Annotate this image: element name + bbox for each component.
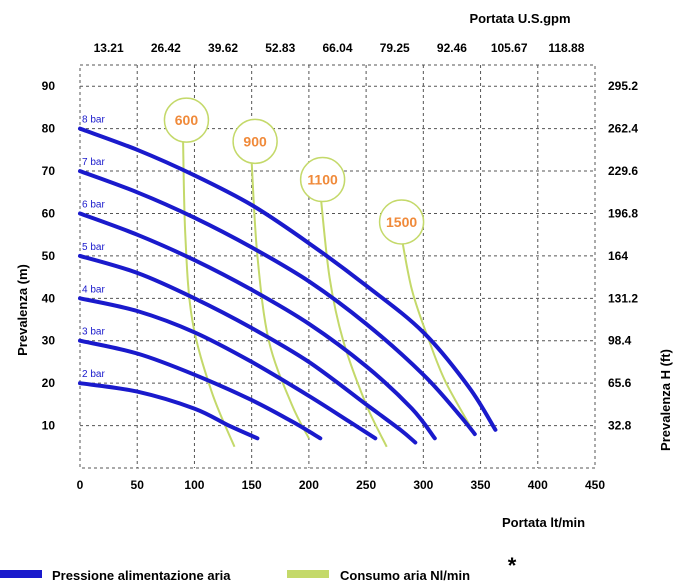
legend-label-pressure: Pressione alimentazione aria — [52, 568, 231, 583]
y2-tick-label: 32.8 — [608, 419, 632, 433]
y-tick-label: 60 — [42, 206, 56, 220]
x2-tick-label: 39.62 — [208, 41, 238, 55]
pressure-curve-7-bar — [78, 169, 477, 437]
y-tick-label: 10 — [42, 419, 56, 433]
x2-tick-label: 79.25 — [380, 41, 410, 55]
y-tick-label: 90 — [42, 79, 56, 93]
pressure-label-layer: 8 bar 7 bar 6 bar 5 bar 4 bar 3 bar 2 bar — [82, 115, 105, 381]
pressure-label-5-bar: 5 bar — [82, 242, 105, 253]
y2-tick-label: 98.4 — [608, 334, 632, 348]
x-tick-label: 150 — [242, 478, 262, 492]
x-tick-label: 450 — [585, 478, 605, 492]
x2-tick-label: 66.04 — [322, 41, 352, 55]
grid-lines — [79, 64, 596, 469]
y2-axis-title: Prevalenza H (ft) — [658, 349, 673, 451]
pressure-curve-6-bar — [78, 211, 437, 441]
bubble-layer: 600 900 1100 1500 — [163, 97, 425, 245]
air-bubble-900 — [232, 118, 278, 165]
pressure-label-7-bar: 7 bar — [82, 157, 105, 168]
pressure-label-2-bar: 2 bar — [82, 369, 105, 380]
air-curve-1100 — [319, 192, 388, 448]
air-bubble-label-1100: 1100 — [307, 172, 338, 188]
x-tick-label: 400 — [528, 478, 548, 492]
air-bubble-600 — [163, 97, 210, 143]
legend-swatch-pressure — [0, 570, 42, 578]
pressure-label-3-bar: 3 bar — [82, 327, 105, 338]
y2-tick-label: 295.2 — [608, 79, 638, 93]
y-tick-label: 40 — [42, 291, 56, 305]
y-tick-label: 50 — [42, 249, 56, 263]
x2-tick-label: 52.83 — [265, 41, 295, 55]
x2-tick-label: 105.67 — [491, 41, 528, 55]
y-tick-label: 70 — [42, 164, 56, 178]
y2-tick-label: 229.6 — [608, 164, 638, 178]
air-curve-900 — [250, 162, 310, 439]
pressure-curve-2-bar — [78, 381, 260, 441]
x2-tick-label: 92.46 — [437, 41, 467, 55]
y2-tick-label: 131.2 — [608, 291, 638, 305]
pressure-label-8-bar: 8 bar — [82, 115, 105, 126]
air-bubble-1100 — [299, 156, 346, 203]
y2-tick-label: 164 — [608, 249, 628, 263]
air-curve-1500 — [399, 230, 476, 435]
x2-tick-label: 26.42 — [151, 41, 181, 55]
x-tick-label: 100 — [184, 478, 204, 492]
plot-frame — [79, 64, 596, 469]
x-tick-label: 50 — [131, 478, 145, 492]
legend: Pressione alimentazione aria Consumo ari… — [0, 553, 517, 583]
pressure-curve-5-bar — [78, 253, 418, 445]
legend-label-air: Consumo aria Nl/min — [340, 568, 470, 583]
y2-tick-label: 196.8 — [608, 206, 638, 220]
air-curve-600 — [182, 137, 236, 448]
curve-layer — [78, 126, 498, 448]
y2-tick-label: 262.4 — [608, 122, 638, 136]
y-tick-label: 80 — [42, 122, 56, 136]
air-bubble-label-1500: 1500 — [386, 214, 417, 230]
pressure-label-4-bar: 4 bar — [82, 284, 105, 295]
tick-label-layer: 0 50 100 150 200 250 300 350 400 450 10 20 30 40 50 60 7… — [42, 41, 639, 492]
air-bubble-label-600: 600 — [175, 112, 199, 128]
x2-axis-title: Portata U.S.gpm — [469, 11, 570, 26]
air-bubble-label-900: 900 — [243, 133, 267, 149]
pressure-label-6-bar: 6 bar — [82, 199, 105, 210]
x2-tick-label: 118.88 — [548, 41, 584, 55]
x2-tick-label: 13.21 — [94, 41, 124, 55]
x-tick-label: 250 — [356, 478, 376, 492]
x-tick-label: 300 — [413, 478, 433, 492]
y-tick-label: 20 — [42, 376, 56, 390]
x-axis-title: Portata lt/min — [502, 515, 585, 530]
legend-swatch-air — [287, 570, 329, 578]
x-tick-label: 0 — [77, 478, 84, 492]
pressure-curve-3-bar — [78, 338, 323, 441]
legend-asterisk: * — [508, 553, 517, 578]
y-axis-title: Prevalenza (m) — [15, 264, 30, 356]
pressure-curve-8-bar — [78, 126, 498, 432]
air-bubble-1500 — [378, 199, 425, 245]
y-tick-label: 30 — [42, 334, 56, 348]
x-tick-label: 200 — [299, 478, 319, 492]
y2-tick-label: 65.6 — [608, 376, 632, 390]
pressure-curve-4-bar — [78, 296, 378, 441]
x-tick-label: 350 — [471, 478, 491, 492]
